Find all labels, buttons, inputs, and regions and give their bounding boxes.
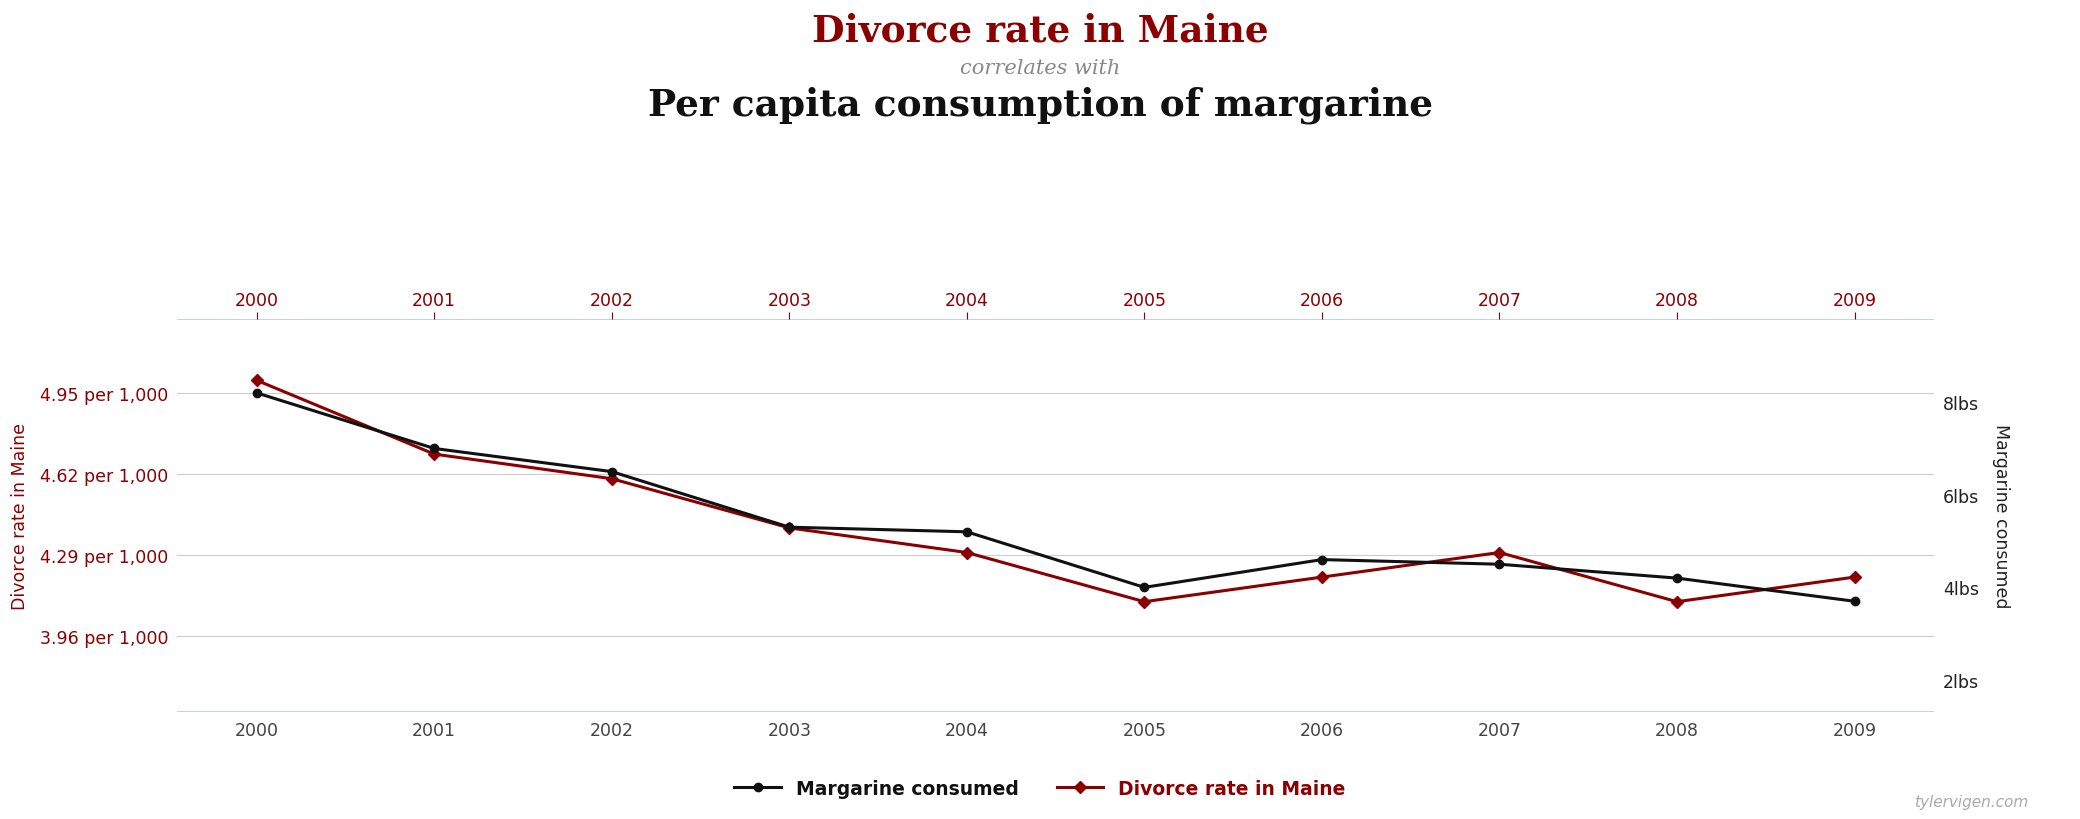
Divorce rate in Maine [776,523,801,533]
Divorce rate in Maine [955,548,980,558]
Text: Per capita consumption of margarine: Per capita consumption of margarine [647,86,1433,124]
Divorce rate in Maine [243,376,268,386]
Line: Divorce rate in Maine: Divorce rate in Maine [252,377,1860,606]
Y-axis label: Divorce rate in Maine: Divorce rate in Maine [10,423,29,609]
Divorce rate in Maine [1487,548,1512,558]
Margarine consumed [1664,573,1689,583]
Divorce rate in Maine [422,450,447,459]
Margarine consumed [1132,583,1156,593]
Divorce rate in Maine [1132,597,1156,607]
Divorce rate in Maine [1310,572,1335,582]
Margarine consumed [243,388,268,398]
Divorce rate in Maine [1843,572,1868,582]
Y-axis label: Margarine consumed: Margarine consumed [1991,424,2009,608]
Text: tylervigen.com: tylervigen.com [1914,794,2028,809]
Margarine consumed [422,444,447,454]
Divorce rate in Maine [1664,597,1689,607]
Margarine consumed [599,467,624,477]
Margarine consumed [776,523,801,532]
Divorce rate in Maine [599,474,624,484]
Text: correlates with: correlates with [959,59,1121,78]
Line: Margarine consumed: Margarine consumed [252,389,1860,606]
Margarine consumed [1487,559,1512,569]
Margarine consumed [1310,555,1335,565]
Margarine consumed [955,527,980,537]
Text: Divorce rate in Maine: Divorce rate in Maine [811,12,1269,49]
Margarine consumed [1843,596,1868,606]
Legend: Margarine consumed, Divorce rate in Maine: Margarine consumed, Divorce rate in Main… [726,771,1354,806]
